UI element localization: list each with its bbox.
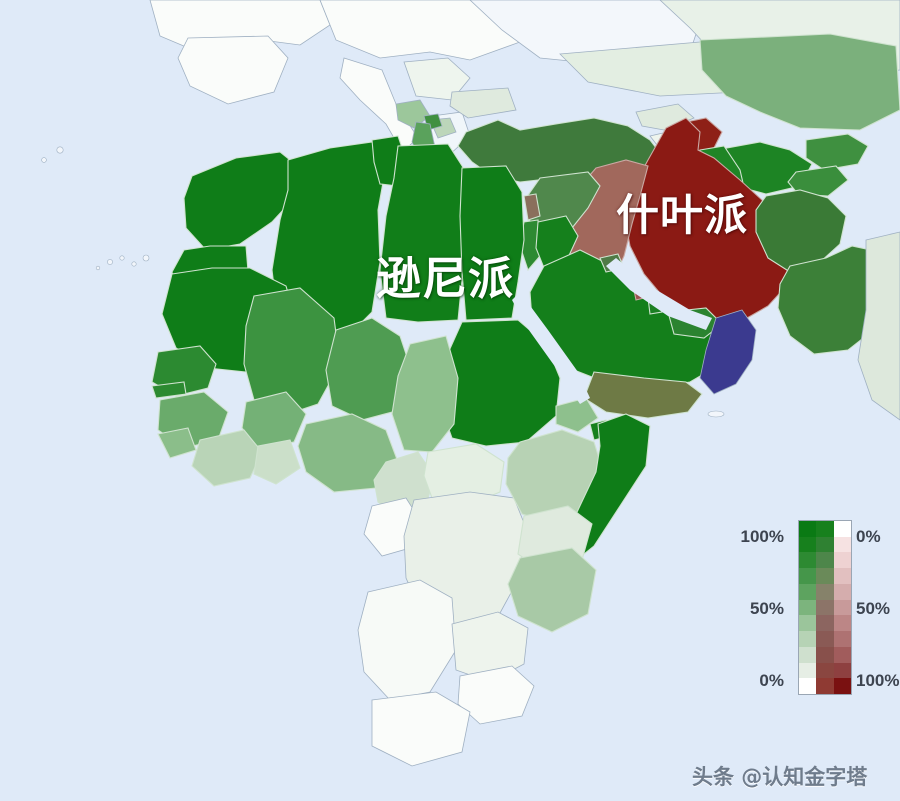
region-libya — [379, 143, 467, 323]
region-tajikistan — [787, 165, 849, 197]
legend-swatch-r7-c1 — [816, 631, 834, 647]
legend-swatch-r3-c2 — [833, 568, 851, 584]
map-label-sunni: 逊尼派 — [376, 252, 515, 305]
map-label-shia: 什叶派 — [616, 191, 748, 241]
legend-swatch-r4-c1 — [816, 583, 834, 600]
legend-swatch-r8-c2 — [833, 646, 851, 663]
red-sea — [512, 292, 590, 404]
region-tanzania — [507, 547, 597, 633]
legend-swatch-r6-c2 — [833, 615, 851, 632]
region-morocco — [183, 151, 301, 251]
legend-swatch-r1-c1 — [816, 536, 834, 553]
socotra-island — [707, 410, 725, 418]
legend-swatch-r10-c1 — [816, 678, 834, 694]
region-zambia — [451, 611, 529, 683]
legend-swatch-r10-c2 — [833, 678, 851, 694]
region-kyrgyzstan — [805, 133, 869, 171]
legend-swatch-r2-c0 — [799, 552, 817, 569]
legend-swatch-r0-c0 — [799, 521, 817, 537]
region-oman — [699, 309, 757, 395]
legend-swatch-r9-c0 — [799, 662, 817, 679]
legend-swatch-r8-c1 — [816, 646, 834, 663]
region-lebanon — [523, 193, 541, 221]
legend-swatch-r3-c0 — [799, 568, 817, 584]
region-sierra-leone — [157, 427, 197, 459]
region-zimbabwe — [457, 665, 535, 725]
region-angola — [357, 579, 457, 701]
legend-swatch-r10-c0 — [799, 678, 817, 694]
legend-swatch-r4-c2 — [833, 583, 851, 600]
region-yemen — [583, 371, 703, 419]
legend-swatch-r1-c2 — [833, 536, 851, 553]
legend-label-right-100: 100% — [856, 671, 900, 690]
persian-gulf — [606, 258, 712, 330]
legend-label-left-0: 0% — [759, 671, 784, 690]
region-botswana-namibia — [371, 691, 471, 767]
region-burkina-faso — [241, 391, 307, 449]
legend-swatch-r9-c2 — [833, 662, 851, 679]
region-bosnia — [395, 99, 431, 129]
legend-swatch-r5-c2 — [833, 599, 851, 616]
region-kazakhstan — [699, 33, 900, 131]
watermark: 头条 @认知金字塔 — [692, 765, 868, 789]
legend-swatch-r8-c0 — [799, 646, 817, 663]
legend-swatch-r1-c0 — [799, 536, 817, 553]
legend-swatch-r0-c1 — [816, 521, 834, 537]
region-india — [857, 231, 900, 421]
legend-swatch-r2-c2 — [833, 552, 851, 569]
legend-label-right-0: 0% — [856, 527, 881, 546]
region-bulgaria — [449, 87, 517, 119]
legend-swatch-r9-c1 — [816, 662, 834, 679]
legend: 100% 50% 0% 0% 50% 100% — [740, 520, 900, 700]
region-cote-divoire — [191, 429, 263, 487]
legend-swatch-r5-c1 — [816, 599, 834, 616]
legend-swatch-r4-c0 — [799, 583, 817, 600]
legend-label-right-50: 50% — [856, 599, 891, 618]
legend-swatch-r7-c2 — [833, 631, 851, 647]
legend-label-left-100: 100% — [740, 527, 784, 546]
legend-swatch-r2-c1 — [816, 552, 834, 569]
legend-swatch-r3-c1 — [816, 568, 834, 584]
legend-swatch-r7-c0 — [799, 631, 817, 647]
legend-swatch-r6-c0 — [799, 615, 817, 632]
legend-color-grid — [798, 520, 852, 695]
legend-swatch-r5-c0 — [799, 599, 817, 616]
region-ghana — [253, 439, 301, 485]
region-gambia — [151, 381, 187, 399]
legend-swatch-r0-c2 — [833, 521, 851, 537]
canary-islands — [41, 146, 150, 271]
legend-label-left-50: 50% — [749, 599, 784, 618]
legend-swatch-r6-c1 — [816, 615, 834, 632]
